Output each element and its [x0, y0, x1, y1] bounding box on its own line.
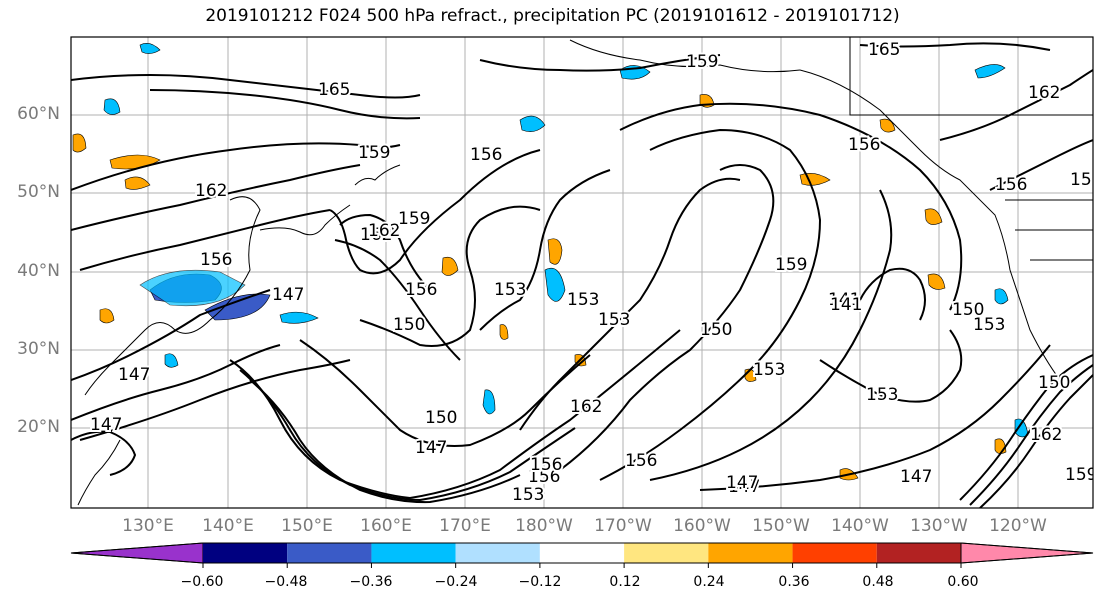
contour-label: 147 [415, 438, 447, 458]
contour-label: 156 [625, 451, 657, 471]
contour-label: 153 [753, 360, 785, 380]
colorbar-segment [960, 542, 1094, 564]
lon-label: 130°E [122, 516, 174, 536]
contour-label: 159 [1070, 170, 1102, 190]
colorbar [70, 542, 1094, 568]
colorbar-tick-label: −0.24 [434, 574, 478, 590]
contour-label: 162 [1028, 83, 1060, 103]
contour-label: 156 [405, 280, 437, 300]
map-frame [70, 36, 1094, 509]
contour-label: 165 [318, 80, 350, 100]
colorbar-segment [455, 543, 540, 563]
contour-label: 150 [952, 300, 984, 320]
map-title: 2019101212 F024 500 hPa refract., precip… [205, 6, 900, 26]
contour-label: 156 [200, 250, 232, 270]
lon-label: 160°E [360, 516, 412, 536]
colorbar-segment [70, 542, 204, 564]
contour-label: 156 [528, 467, 560, 487]
contour-label: 159 [358, 143, 390, 163]
contour-label: 153 [494, 280, 526, 300]
contour-label: 162 [195, 181, 227, 201]
contour-label: 156 [848, 135, 880, 155]
lon-label: 150°W [752, 516, 810, 536]
contour-label: 147 [272, 285, 304, 305]
contour-label: 150 [393, 315, 425, 335]
contour-label: 156 [470, 145, 502, 165]
contour-label: 141 [828, 290, 860, 310]
colorbar-tick-label: −0.36 [349, 574, 393, 590]
lat-label: 60°N [17, 104, 60, 124]
contour-label: 141 [830, 295, 862, 315]
contour-label: 159 [1065, 465, 1097, 485]
contour-label: 147 [90, 415, 122, 435]
graticule [71, 37, 1093, 508]
lat-label: 30°N [17, 339, 60, 359]
contour-label: 153 [598, 310, 630, 330]
lon-label: 140°E [202, 516, 254, 536]
contour-label: 153 [512, 485, 544, 505]
lon-label: 180°W [515, 516, 573, 536]
colorbar-tick-label: 0.24 [693, 574, 725, 590]
colorbar-segment [792, 543, 877, 563]
contours [71, 42, 1093, 508]
colorbar-segment [708, 543, 793, 563]
contour-label: 165 [868, 40, 900, 60]
colorbar-tick-label: −0.60 [180, 574, 224, 590]
contour-label: 147 [726, 473, 758, 493]
colorbar-segment [624, 543, 709, 563]
colorbar-segment [203, 543, 288, 563]
contour-label: 162 [360, 225, 392, 245]
lon-label: 150°E [281, 516, 333, 536]
lon-label: 140°W [831, 516, 889, 536]
colorbar-tick-label: −0.48 [264, 574, 308, 590]
lat-label: 50°N [17, 182, 60, 202]
colorbar-tick-label: 0.60 [947, 574, 979, 590]
contour-label: 153 [567, 290, 599, 310]
colorbar-segment [287, 543, 372, 563]
contour-label: 156 [995, 175, 1027, 195]
contour-label: 159 [686, 52, 718, 72]
precip-blobs [72, 43, 1029, 481]
lon-label: 130°W [910, 516, 968, 536]
lon-label: 120°W [989, 516, 1047, 536]
contour-label: 162 [368, 221, 400, 241]
lat-label: 40°N [17, 261, 60, 281]
colorbar-segment [371, 543, 456, 563]
contour-label: 147 [118, 365, 150, 385]
contour-label: 150 [1038, 373, 1070, 393]
contour-labels: 165 159 162 156 165 159 156 162 159 147 … [88, 38, 1102, 507]
contour-label: 162 [1030, 425, 1062, 445]
colorbar-segment [876, 543, 961, 563]
contour-label: 150 [425, 408, 457, 428]
colorbar-tick-label: 0.12 [609, 574, 641, 590]
colorbar-tick-label: 0.36 [778, 574, 810, 590]
coastlines [77, 37, 1093, 506]
contour-label: 159 [398, 209, 430, 229]
contour-label: 153 [973, 315, 1005, 335]
contour-label: 147 [728, 477, 760, 497]
contour-label: 159 [775, 255, 807, 275]
colorbar-tick-label: 0.48 [862, 574, 894, 590]
contour-label: 162 [570, 397, 602, 417]
lon-label: 170°W [594, 516, 652, 536]
lon-label: 160°W [673, 516, 731, 536]
colorbar-tick-label: −0.12 [518, 574, 562, 590]
contour-label: 150 [700, 320, 732, 340]
lon-label: 170°E [439, 516, 491, 536]
contour-label: 147 [900, 467, 932, 487]
lat-label: 20°N [17, 417, 60, 437]
contour-label: 153 [866, 385, 898, 405]
contour-label: 156 [530, 455, 562, 475]
colorbar-segment [539, 543, 625, 563]
